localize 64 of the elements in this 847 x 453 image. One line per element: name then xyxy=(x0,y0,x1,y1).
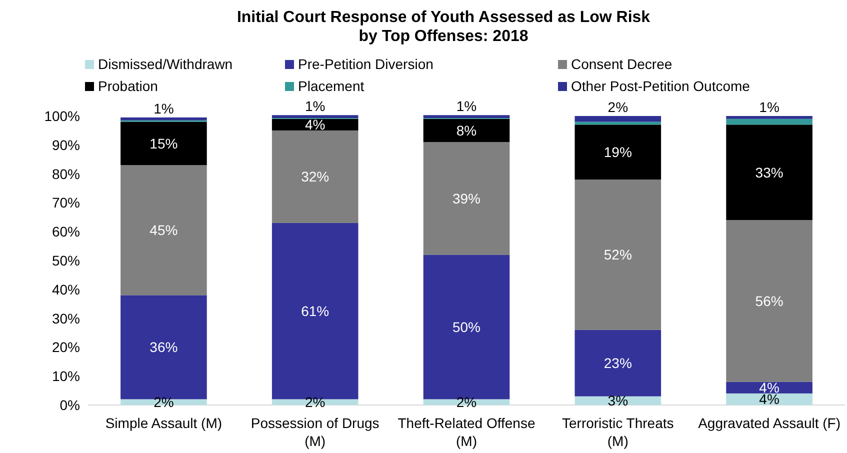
bar xyxy=(120,165,207,296)
legend-label: Placement xyxy=(298,78,364,94)
data-label: 2% xyxy=(456,394,477,410)
legend-label: Probation xyxy=(98,78,158,94)
data-label: 23% xyxy=(604,355,632,372)
legend-label: Pre-Petition Diversion xyxy=(298,56,434,72)
bar xyxy=(272,130,358,223)
data-label: 8% xyxy=(456,122,477,138)
bar xyxy=(120,117,207,120)
bar xyxy=(726,393,812,405)
y-tick-label: 50% xyxy=(52,252,80,268)
data-label: 36% xyxy=(150,339,178,356)
x-tick-label: Theft-Related Offense (M) xyxy=(398,415,536,449)
data-label: 19% xyxy=(604,144,632,160)
y-tick-label: 10% xyxy=(52,368,80,384)
data-label: 1% xyxy=(456,98,477,114)
chart-title: Initial Court Response of Youth Assessed as Low Risk by Top Offenses: 2018 xyxy=(236,9,650,45)
data-label: 4% xyxy=(304,116,326,133)
y-tick-label: 70% xyxy=(52,194,80,211)
data-label: 56% xyxy=(755,292,784,309)
data-label: 1% xyxy=(759,99,780,115)
bar xyxy=(272,115,358,118)
data-label: 61% xyxy=(301,303,330,320)
data-label: 52% xyxy=(604,246,632,263)
x-tick-label: Possession of Drugs (M) xyxy=(250,415,380,449)
data-label: 45% xyxy=(150,222,178,238)
y-tick-label: 40% xyxy=(52,281,80,298)
data-label: 1% xyxy=(304,98,326,114)
bar xyxy=(726,382,812,394)
data-label: 33% xyxy=(755,164,784,180)
bar xyxy=(574,180,662,330)
data-label: 15% xyxy=(150,135,178,152)
x-tick-label: Simple Assault (M) xyxy=(105,415,222,431)
y-tick-label: 0% xyxy=(60,397,80,413)
data-label: 32% xyxy=(301,168,330,185)
y-tick-label: 20% xyxy=(52,339,80,356)
bar xyxy=(726,116,812,119)
y-tick-label: 100% xyxy=(44,108,80,124)
bar xyxy=(574,124,662,180)
bar xyxy=(423,142,510,255)
data-label: 3% xyxy=(608,392,628,409)
data-label: 1% xyxy=(154,100,174,116)
data-label: 2% xyxy=(608,99,628,115)
bar xyxy=(726,118,812,125)
x-tick-label: Terroristic Threats (M) xyxy=(562,415,674,449)
bar xyxy=(574,116,662,122)
data-label: 39% xyxy=(452,190,481,206)
data-label: 2% xyxy=(154,394,174,410)
bar xyxy=(423,118,510,142)
legend-label: Consent Decree xyxy=(571,56,672,72)
y-tick-label: 90% xyxy=(52,136,80,153)
legend-label: Dismissed/Withdrawn xyxy=(98,56,233,72)
bar xyxy=(574,330,662,396)
data-label: 50% xyxy=(452,318,481,335)
y-tick-label: 60% xyxy=(52,224,80,240)
legend-label: Other Post-Petition Outcome xyxy=(571,78,750,94)
y-tick-label: 30% xyxy=(52,310,80,326)
bar xyxy=(726,220,812,382)
bar xyxy=(726,124,812,220)
bar xyxy=(120,122,207,166)
bar xyxy=(423,115,510,118)
y-tick-label: 80% xyxy=(52,166,80,182)
data-label: 2% xyxy=(304,394,326,410)
x-tick-label: Aggravated Assault (F) xyxy=(698,415,841,431)
